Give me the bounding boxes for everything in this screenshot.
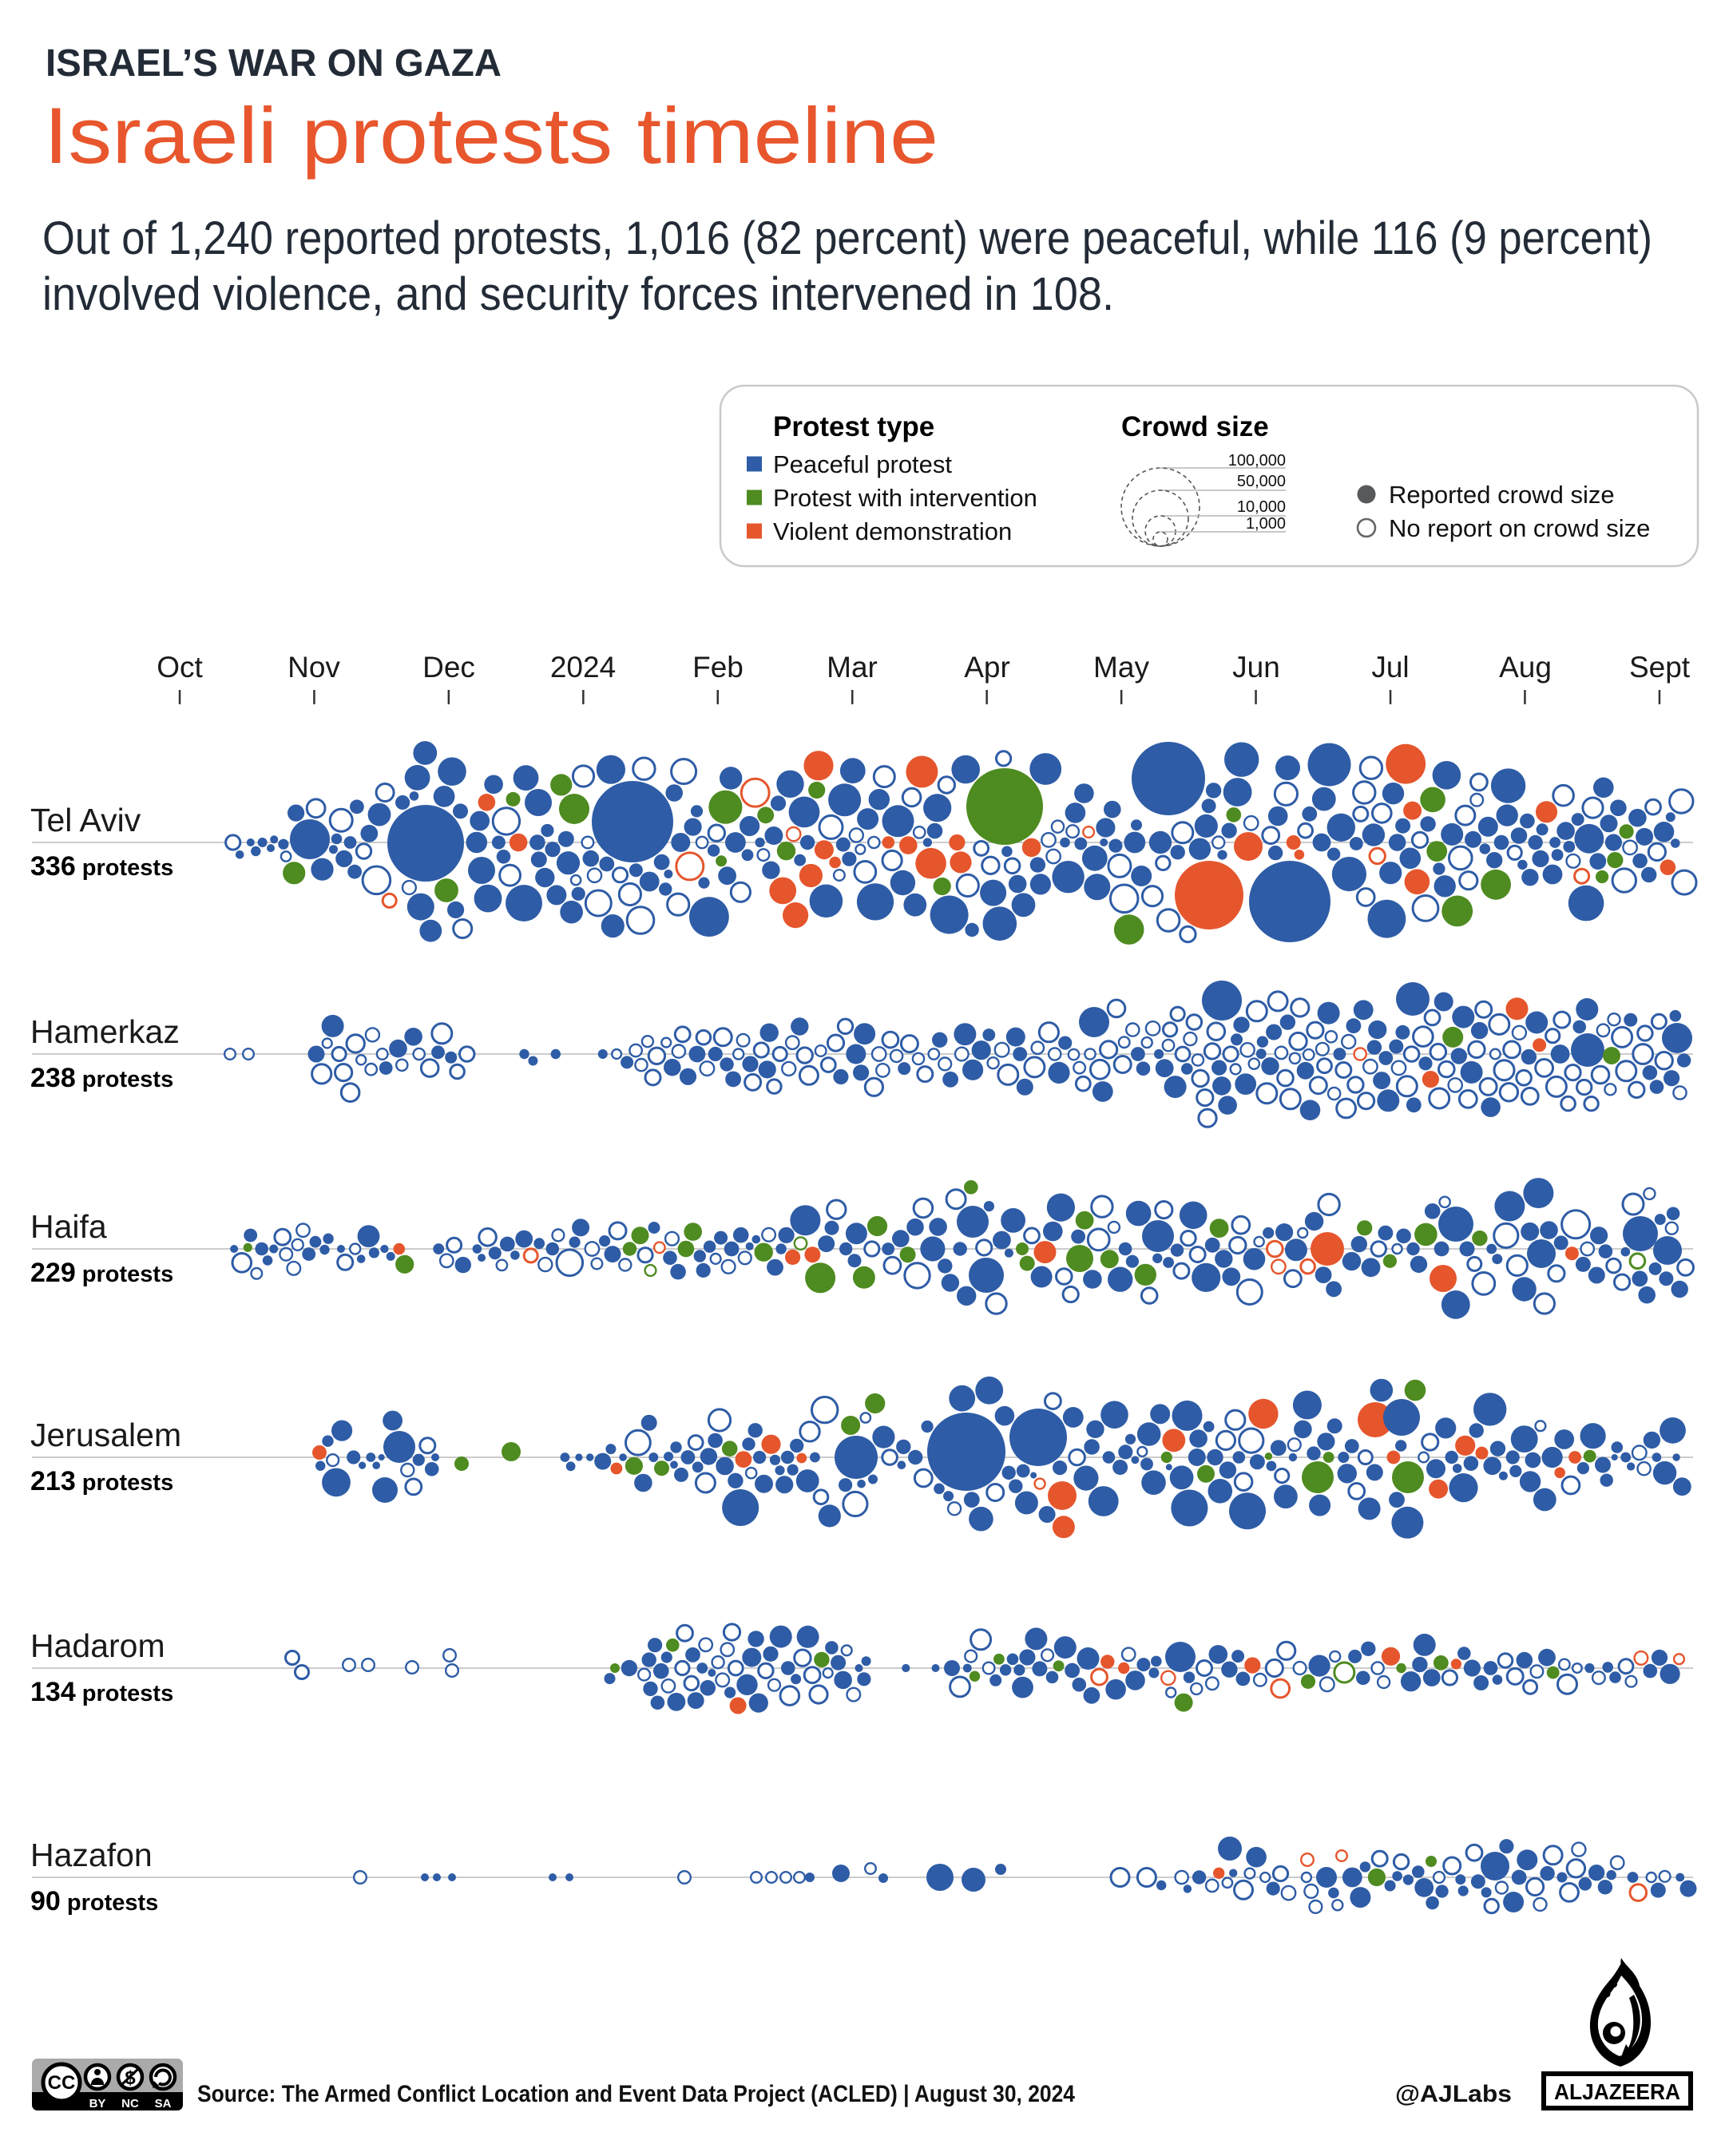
svg-text:$: $ xyxy=(125,2067,136,2089)
svg-text:Jun: Jun xyxy=(1232,651,1280,684)
svg-text:@AJLabs: @AJLabs xyxy=(1395,2081,1512,2107)
svg-text:Protest with intervention: Protest with intervention xyxy=(773,484,1037,512)
svg-text:100,000: 100,000 xyxy=(1228,452,1286,470)
svg-text:Haifa: Haifa xyxy=(30,1208,107,1245)
svg-text:229 protests: 229 protests xyxy=(30,1258,173,1288)
svg-text:Reported crowd size: Reported crowd size xyxy=(1389,481,1615,509)
svg-text:238 protests: 238 protests xyxy=(30,1063,173,1093)
svg-text:10,000: 10,000 xyxy=(1237,498,1286,516)
svg-text:Out of 1,240 reported protests: Out of 1,240 reported protests, 1,016 (8… xyxy=(42,212,1652,264)
svg-text:Apr: Apr xyxy=(964,651,1010,684)
svg-text:Hazafon: Hazafon xyxy=(30,1837,153,1873)
svg-text:CC: CC xyxy=(48,2072,76,2094)
svg-text:ISRAEL’S WAR ON GAZA: ISRAEL’S WAR ON GAZA xyxy=(46,42,502,85)
svg-text:Nov: Nov xyxy=(288,651,340,684)
svg-text:213 protests: 213 protests xyxy=(30,1466,173,1496)
svg-text:Crowd size: Crowd size xyxy=(1121,411,1269,442)
svg-text:May: May xyxy=(1093,651,1149,684)
svg-text:Peaceful protest: Peaceful protest xyxy=(773,450,952,478)
svg-text:Tel Aviv: Tel Aviv xyxy=(30,802,141,838)
svg-text:Feb: Feb xyxy=(692,651,744,684)
svg-text:1,000: 1,000 xyxy=(1246,515,1286,533)
svg-text:Protest type: Protest type xyxy=(773,411,934,442)
svg-text:90 protests: 90 protests xyxy=(30,1886,158,1916)
svg-text:Sept: Sept xyxy=(1629,651,1691,684)
svg-text:134 protests: 134 protests xyxy=(30,1677,173,1707)
svg-text:NC: NC xyxy=(121,2097,139,2110)
svg-text:Violent demonstration: Violent demonstration xyxy=(773,517,1012,545)
svg-text:ALJAZEERA: ALJAZEERA xyxy=(1554,2079,1680,2104)
svg-text:Jul: Jul xyxy=(1371,651,1409,684)
svg-text:BY: BY xyxy=(89,2097,106,2110)
svg-text:336 protests: 336 protests xyxy=(30,851,173,882)
svg-text:Hamerkaz: Hamerkaz xyxy=(30,1013,180,1050)
svg-text:Dec: Dec xyxy=(422,651,475,684)
svg-text:involved violence, and securit: involved violence, and security forces i… xyxy=(42,268,1114,320)
svg-text:Source: The Armed Conflict Lo: Source: The Armed Conflict Location and … xyxy=(197,2081,1075,2107)
svg-text:2024: 2024 xyxy=(550,651,616,684)
svg-text:Aug: Aug xyxy=(1499,651,1552,684)
svg-text:Hadarom: Hadarom xyxy=(30,1627,165,1664)
svg-text:Mar: Mar xyxy=(827,651,878,684)
svg-text:Oct: Oct xyxy=(157,651,203,684)
svg-text:Jerusalem: Jerusalem xyxy=(30,1417,181,1453)
svg-text:No report on crowd size: No report on crowd size xyxy=(1389,514,1650,542)
svg-text:Israeli protests timeline: Israeli protests timeline xyxy=(44,91,938,180)
svg-text:50,000: 50,000 xyxy=(1237,473,1286,490)
svg-text:SA: SA xyxy=(155,2097,172,2110)
